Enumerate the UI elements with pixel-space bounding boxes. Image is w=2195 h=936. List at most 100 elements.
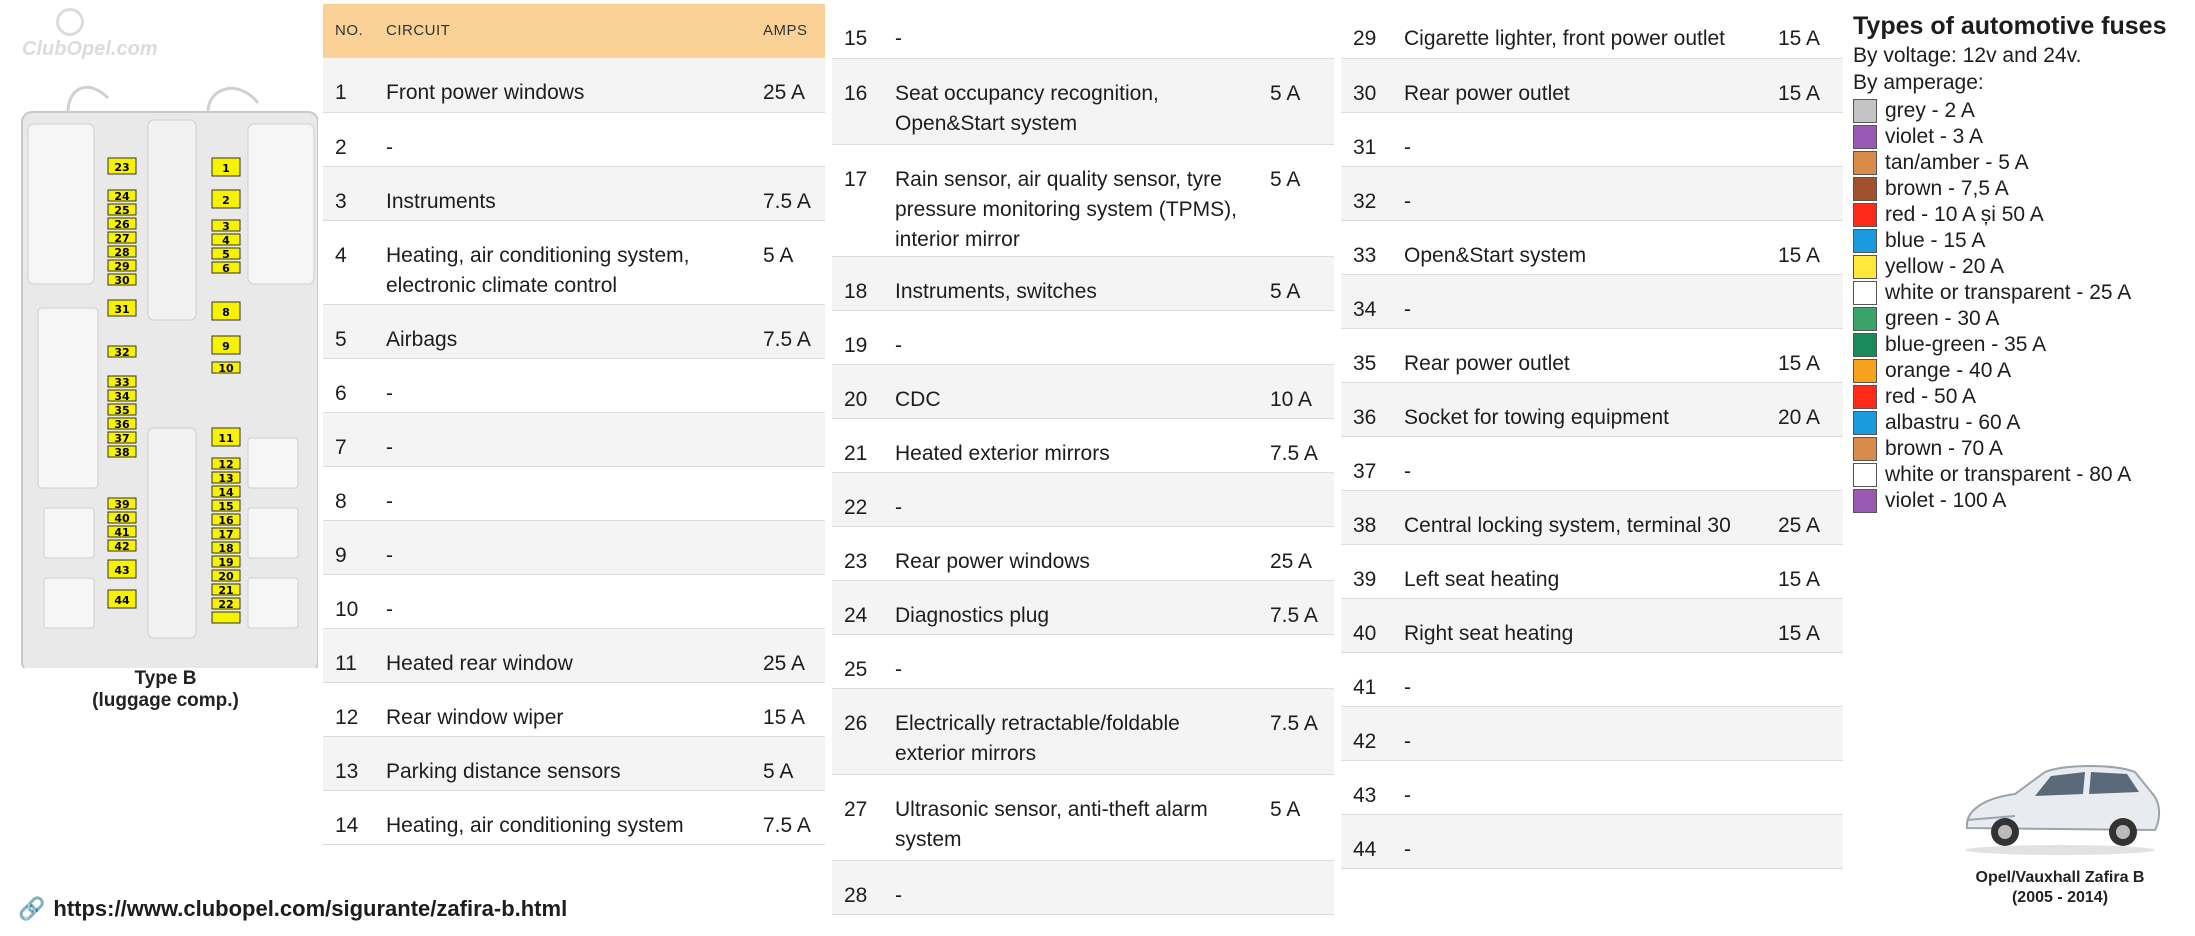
car-image [1965,765,2161,855]
fuse-color-swatch [1853,281,1877,305]
legend-item: violet - 3 A [1853,124,2193,150]
circuit-name: - [1404,460,1411,483]
circuit-name: Front power windows [386,81,585,104]
source-link[interactable]: 🔗 https://www.clubopel.com/sigurante/zaf… [18,896,567,922]
legend-item: tan/amber - 5 A [1853,150,2193,176]
link-icon: 🔗 [18,896,46,921]
table-row: 43 - [1341,761,1843,815]
circuit-name: Heating, air conditioning system [386,814,684,837]
legend-item-label: red - 10 A și 50 A [1885,203,2044,226]
fuse-color-swatch [1853,463,1877,487]
fuse-number: 41 [1353,676,1377,699]
fuse-number: 43 [1353,784,1377,807]
legend-item: orange - 40 A [1853,358,2193,384]
fuse-number: 32 [1353,190,1377,213]
legend-item-label: blue - 15 A [1885,229,1986,252]
table-row: 6- [323,359,825,413]
source-link-url[interactable]: https://www.clubopel.com/sigurante/zafir… [53,896,568,921]
svg-text:17: 17 [218,528,233,541]
table-row: 22 - [832,473,1334,527]
legend-item-label: green - 30 A [1885,307,2000,330]
circuit-name: - [386,598,393,621]
fuse-amps: 25 A [1778,514,1821,537]
circuit-name: Instruments, switches [895,280,1097,303]
circuit-name: - [386,382,393,405]
fuse-number: 18 [844,280,868,303]
legend-item-label: red - 50 A [1885,385,1977,408]
fuse-number: 29 [1353,27,1377,50]
diagram-caption: Type B (luggage comp.) [8,668,323,712]
circuit-name: - [1404,136,1411,159]
table-row: 19 - [832,311,1334,365]
fuse-number: 13 [335,760,359,783]
fuse-number: 4 [335,244,347,267]
fuse-number: 27 [844,798,868,821]
circuit-name: - [1404,676,1411,699]
svg-text:44: 44 [114,594,130,607]
fuse-amps: 25 A [763,652,806,675]
header-circuit: CIRCUIT [386,22,451,39]
legend-item: brown - 70 A [1853,436,2193,462]
legend-item-label: white or transparent - 80 A [1885,463,2132,486]
svg-text:5: 5 [222,248,230,261]
fuse-amps: 15 A [1778,82,1821,105]
fuse-amps: 25 A [1270,550,1313,573]
fuse-amps: 15 A [763,706,806,729]
circuit-name: Right seat heating [1404,622,1574,645]
circuit-name: - [1404,838,1411,861]
diagram-caption-location: (luggage comp.) [92,690,239,711]
table-row: 31 - [1341,113,1843,167]
svg-text:36: 36 [114,418,130,431]
fuse-color-swatch [1853,255,1877,279]
legend-item: yellow - 20 A [1853,254,2193,280]
legend-item-label: violet - 3 A [1885,125,1984,148]
circuit-name: Open&Start system [1404,244,1587,267]
legend-item-label: orange - 40 A [1885,359,2012,382]
fuse-number: 2 [335,136,347,159]
legend-item: red - 10 A și 50 A [1853,202,2193,228]
fuse-table-column-2: 15 - 16 Seat occupancy recognition, Open&St… [832,4,1334,915]
fuse-color-swatch [1853,333,1877,357]
svg-text:28: 28 [114,246,129,259]
table-row: 13 Parking distance sensors 5 A [323,737,825,791]
legend-item: white or transparent - 25 A [1853,280,2193,306]
legend-item: brown - 7,5 A [1853,176,2193,202]
fuse-color-swatch [1853,125,1877,149]
fuse-color-swatch [1853,489,1877,513]
fuse-number: 44 [1353,838,1377,861]
fuse-amps: 7.5 A [1270,442,1318,465]
fuse-number: 30 [1353,82,1377,105]
table-row: 7- [323,413,825,467]
table-row: 24 Diagnostics plug 7.5 A [832,581,1334,635]
fuse-table-column-1: NO. CIRCUIT AMPS 1 Front power windows 25 … [323,4,825,845]
table-row: 17 Rain sensor, air quality sensor, tyre … [832,145,1334,257]
svg-text:42: 42 [114,540,129,553]
svg-text:33: 33 [114,376,129,389]
svg-text:27: 27 [114,232,129,245]
fuse-number: 33 [1353,244,1377,267]
svg-text:35: 35 [114,404,129,417]
watermark-logo: ClubOpel.com [22,38,158,60]
svg-text:41: 41 [114,526,129,539]
fuse-amps: 5 A [1270,168,1301,191]
circuit-name: Left seat heating [1404,568,1560,591]
fuse-number: 8 [335,490,347,513]
table-row: 40 Right seat heating 15 A [1341,599,1843,653]
car-model: Opel/Vauxhall Zafira B [1975,869,2145,886]
circuit-name: Rear power outlet [1404,82,1570,105]
svg-text:30: 30 [114,274,130,287]
circuit-name: - [895,27,902,50]
table-row: 30 Rear power outlet 15 A [1341,59,1843,113]
svg-text:19: 19 [218,556,233,569]
table-row: 14 Heating, air conditioning system 7.5 A [323,791,825,845]
fuse-amps: 15 A [1778,27,1821,50]
circuit-name: Electrically retractable/foldable exteri… [895,712,1180,765]
legend-amperage: By amperage: [1853,71,1984,94]
header-no: NO. [335,22,364,39]
fuse-number: 39 [1353,568,1377,591]
table-row: 2- [323,113,825,167]
circuit-name: - [1404,298,1411,321]
fuse-number: 10 [335,598,359,621]
fuse-number: 37 [1353,460,1377,483]
svg-text:4: 4 [222,234,230,247]
